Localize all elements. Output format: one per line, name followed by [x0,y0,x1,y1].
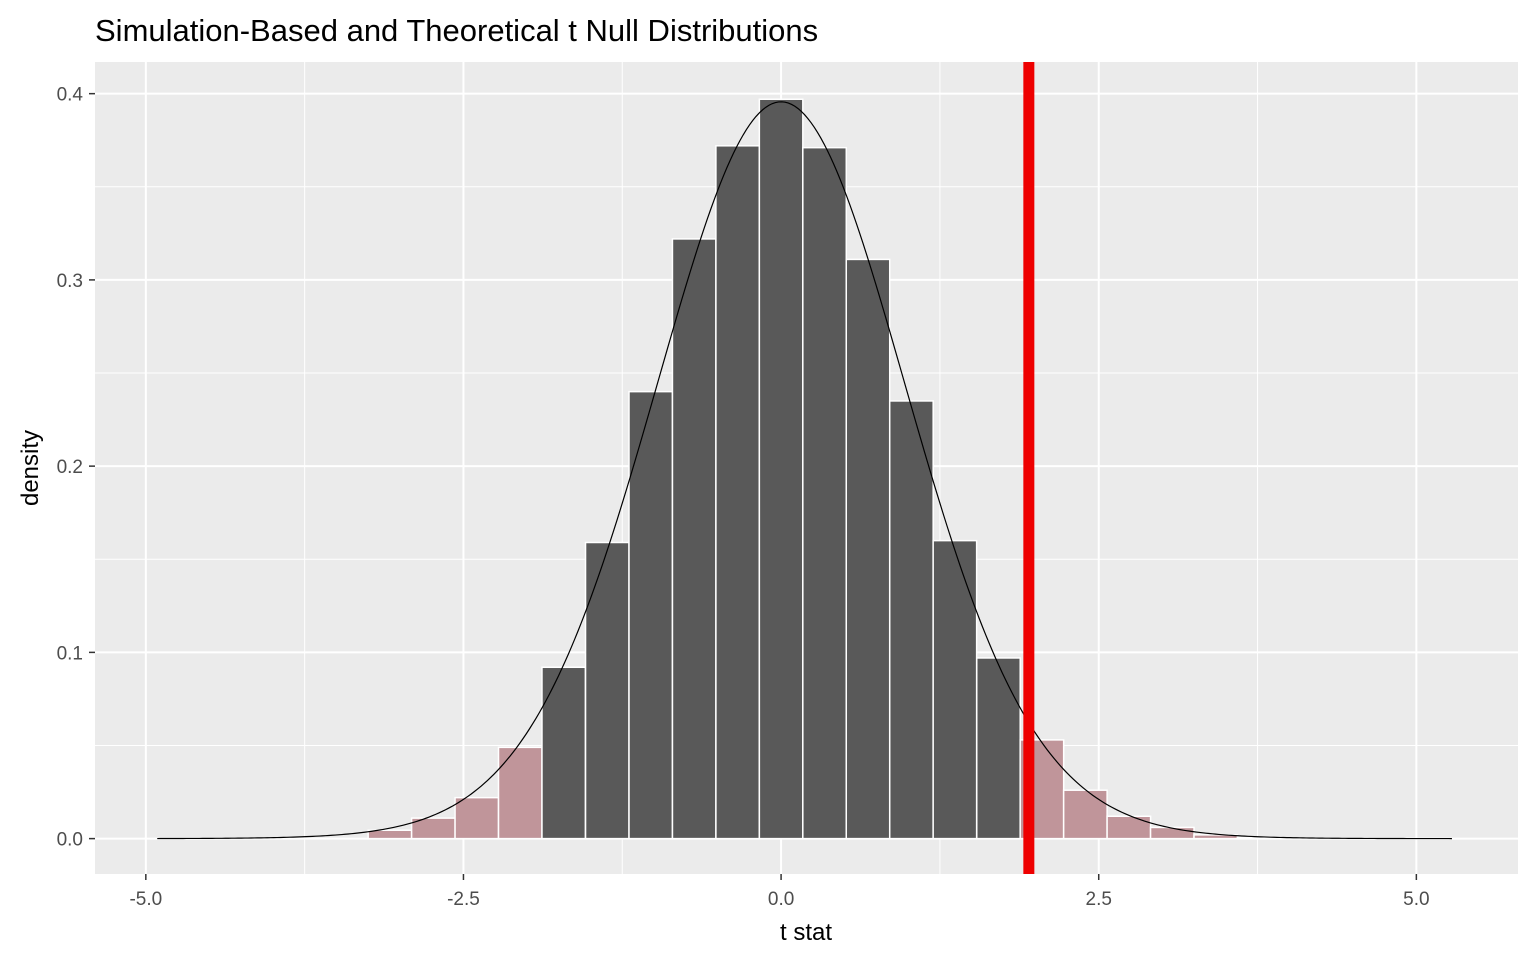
x-axis-label: t stat [780,919,832,946]
x-tick-label: 5.0 [1403,889,1429,910]
histogram-bar [541,666,587,840]
histogram-bar [628,390,674,840]
y-tick-label: 0.1 [57,643,83,664]
theoretical-t-curve [157,101,1452,840]
y-tick-label: 0.4 [57,85,84,106]
histogram-bar [1149,826,1195,840]
x-tick-label: -5.0 [129,889,162,910]
histogram-bar [497,746,543,840]
histogram-bar [1062,789,1108,840]
x-axis-ticks: -5.0 -2.5 0.0 2.5 5.0 [129,874,1430,910]
y-axis-label: density [17,430,44,506]
histogram-bar [975,657,1021,840]
chart-title: Simulation-Based and Theoretical t Null … [95,13,818,48]
histogram-bar [584,541,630,840]
y-tick-label: 0.2 [57,457,83,478]
x-tick-label: -2.5 [447,889,480,910]
histogram-bar [758,98,804,840]
x-tick-label: 0.0 [768,889,794,910]
y-tick-label: 0.3 [57,271,83,292]
histogram-bar [888,400,934,840]
histogram-bar [367,829,413,840]
histogram-bar [454,796,500,840]
histogram-bar [932,539,978,840]
histogram-bar [671,238,717,840]
histogram-bar [715,145,761,840]
histogram-bar [802,146,848,840]
y-axis-ticks: 0.0 0.1 0.2 0.3 0.4 [57,85,95,851]
histogram-bar [1106,815,1152,840]
x-tick-label: 2.5 [1086,889,1112,910]
y-tick-label: 0.0 [57,830,83,851]
histogram-bar [845,258,891,840]
